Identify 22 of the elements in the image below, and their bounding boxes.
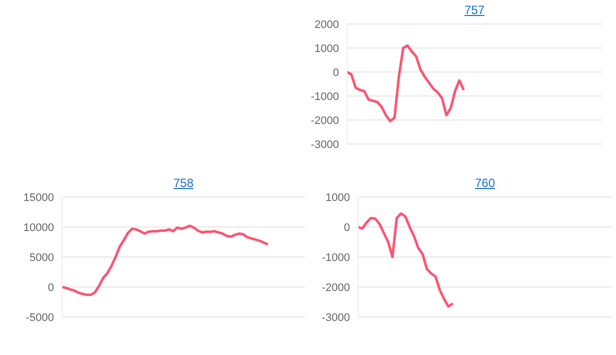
y-tick-label: -2000 <box>322 282 350 294</box>
y-tick-label: 15000 <box>23 192 54 204</box>
y-tick-label: 0 <box>344 222 350 234</box>
y-tick-label: -1000 <box>322 252 350 264</box>
y-tick-label: 0 <box>332 66 339 79</box>
y-tick-label: -3000 <box>310 138 339 151</box>
y-tick-label: -1000 <box>310 90 339 103</box>
y-tick-label: 1000 <box>314 42 339 55</box>
y-tick-label: -3000 <box>322 312 350 324</box>
y-tick-label: 5000 <box>30 252 54 264</box>
y-tick-label: 1000 <box>326 192 350 204</box>
y-tick-label: -2000 <box>310 114 339 127</box>
line-series <box>346 44 465 122</box>
chart-title: 758 <box>172 175 195 191</box>
y-tick-label: -5000 <box>26 312 54 324</box>
chart-title: 760 <box>474 175 496 191</box>
chart-title: 757 <box>463 2 486 18</box>
line-series <box>60 224 270 296</box>
y-tick-label: 10000 <box>23 222 54 234</box>
y-tick-label: 2000 <box>314 18 339 31</box>
line-series <box>356 212 454 308</box>
y-tick-label: 0 <box>48 282 54 294</box>
